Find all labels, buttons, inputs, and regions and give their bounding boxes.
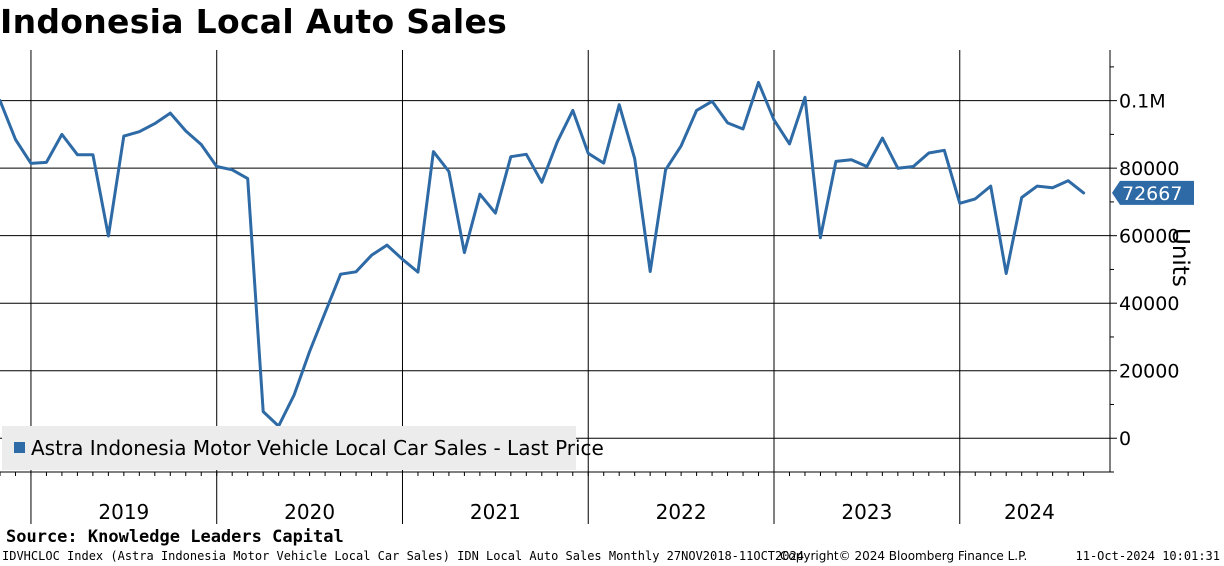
x-year-label: 2020 xyxy=(284,500,335,524)
x-year-label: 2023 xyxy=(841,500,892,524)
footer-timestamp: 11-Oct-2024 10:01:31 xyxy=(1075,549,1221,563)
x-year-label: 2021 xyxy=(470,500,521,524)
y-tick-label: 0 xyxy=(1119,428,1131,450)
series-line xyxy=(0,80,1086,428)
y-tick-label: 0.1M xyxy=(1119,91,1166,113)
y-axis-label: Units xyxy=(1167,228,1193,287)
y-tick-label: 80000 xyxy=(1119,158,1179,180)
legend-swatch xyxy=(14,442,25,453)
source-note: Source: Knowledge Leaders Capital xyxy=(6,527,344,547)
y-tick-label: 60000 xyxy=(1119,226,1179,248)
footer-copyright: Copyright© 2024 Bloomberg Finance L.P. xyxy=(780,549,1028,563)
last-value-label: 72667 xyxy=(1122,183,1182,205)
y-tick-label: 20000 xyxy=(1119,361,1179,383)
x-year-label: 2022 xyxy=(656,500,707,524)
y-tick-label: 40000 xyxy=(1119,293,1179,315)
x-year-label: 2019 xyxy=(98,500,149,524)
footer-ticker: IDVHCLOC Index (Astra Indonesia Motor Ve… xyxy=(2,549,804,563)
last-value-tag xyxy=(1112,180,1194,205)
legend-series-label: Astra Indonesia Motor Vehicle Local Car … xyxy=(31,436,604,460)
chart-title: Indonesia Local Auto Sales xyxy=(0,2,508,41)
legend: Astra Indonesia Motor Vehicle Local Car … xyxy=(2,426,604,470)
x-year-label: 2024 xyxy=(1004,500,1055,524)
